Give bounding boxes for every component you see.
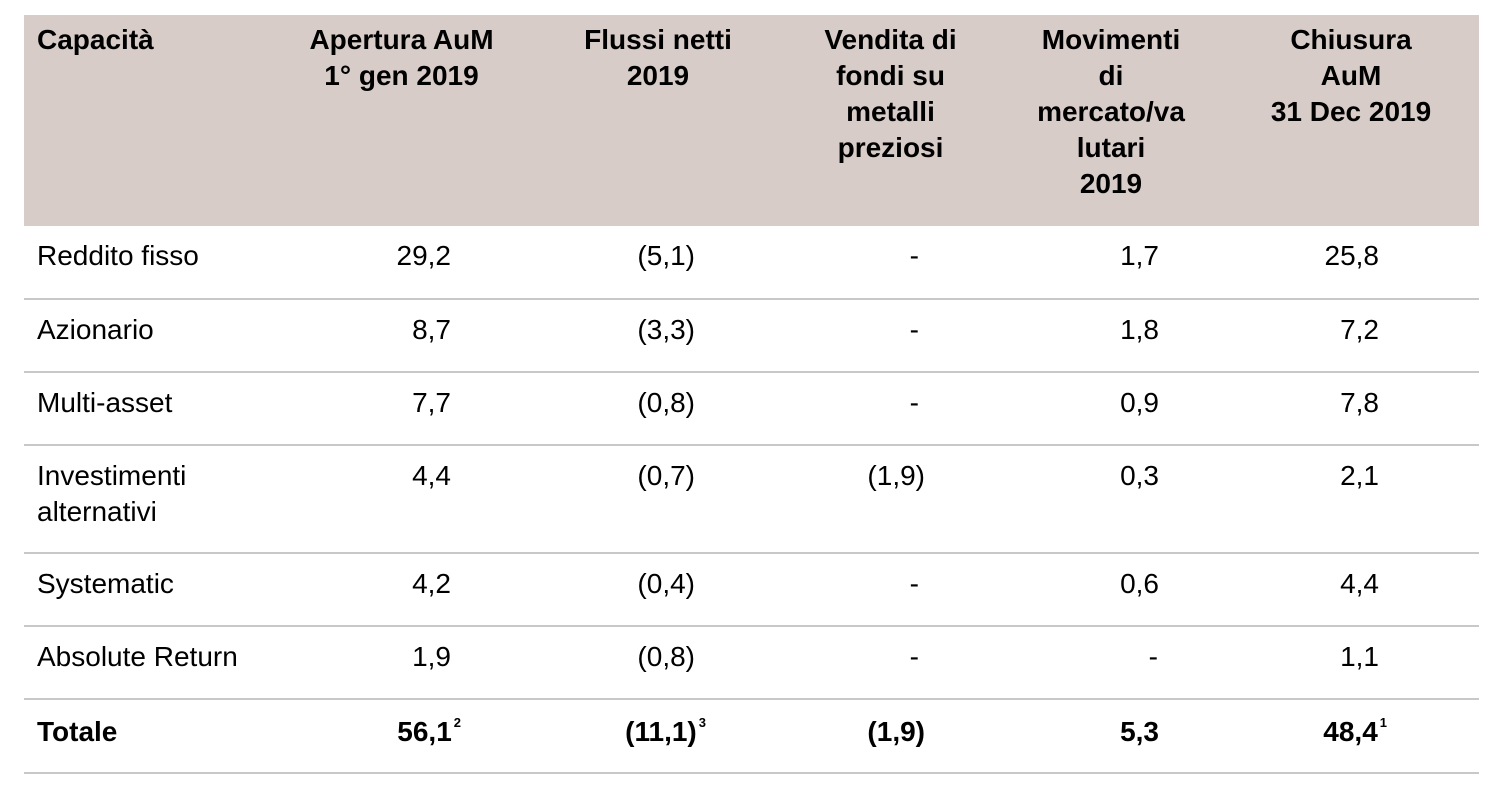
cell-movimenti: -: [999, 626, 1223, 700]
table-row: Absolute Return 1,9 (0,8) - - 1,1: [24, 626, 1479, 700]
cell-movimenti: 0,3: [999, 445, 1223, 554]
total-vendita: (1,9): [782, 699, 999, 774]
cell-vendita: -: [782, 372, 999, 446]
row-label-line-2: alternativi: [37, 496, 157, 527]
cell-movimenti: 0,6: [999, 553, 1223, 627]
header-chiusura-line-1: Chiusura: [1290, 24, 1412, 55]
cell-movimenti: 0,9: [999, 372, 1223, 446]
header-chiusura-line-3: 31 Dec 2019: [1270, 96, 1432, 127]
cell-vendita: -: [782, 226, 999, 300]
header-movimenti-line-1: Movimenti: [1041, 24, 1181, 55]
total-chiusura-value: 48,4: [1323, 716, 1378, 747]
header-flussi: Flussi netti 2019: [534, 15, 782, 226]
header-vendita: Vendita di fondi su metalli preziosi: [782, 15, 999, 226]
header-apertura-line-2: 1° gen 2019: [324, 60, 479, 91]
cell-movimenti: 1,8: [999, 299, 1223, 373]
header-movimenti: Movimenti di mercato/va lutari 2019: [999, 15, 1223, 226]
header-capacita: Capacità: [24, 15, 269, 226]
row-label: Azionario: [24, 299, 269, 373]
cell-apertura: 1,9: [269, 626, 534, 700]
row-label: Multi-asset: [24, 372, 269, 446]
total-chiusura: 48,4 1: [1223, 699, 1479, 774]
cell-apertura: 4,4: [269, 445, 534, 554]
cell-flussi: (0,8): [534, 626, 782, 700]
row-label: Investimenti alternativi: [24, 445, 269, 554]
row-label-line-1: Investimenti: [37, 460, 187, 491]
cell-flussi: (0,4): [534, 553, 782, 627]
cell-chiusura: 4,4: [1223, 553, 1479, 627]
row-label: Reddito fisso: [24, 226, 269, 300]
cell-flussi: (3,3): [534, 299, 782, 373]
cell-vendita: -: [782, 626, 999, 700]
row-label: Absolute Return: [24, 626, 269, 700]
total-flussi: (11,1) 3: [534, 699, 782, 774]
cell-chiusura: 7,8: [1223, 372, 1479, 446]
header-movimenti-line-5: 2019: [1079, 168, 1143, 199]
cell-apertura: 7,7: [269, 372, 534, 446]
header-vendita-line-2: fondi su: [836, 60, 945, 91]
total-chiusura-footnote: 1: [1379, 714, 1387, 730]
header-movimenti-line-4: lutari: [1076, 132, 1146, 163]
table-row: Azionario 8,7 (3,3) - 1,8 7,2: [24, 299, 1479, 373]
cell-chiusura: 7,2: [1223, 299, 1479, 373]
cell-chiusura: 25,8: [1223, 226, 1479, 300]
total-flussi-value: (11,1): [625, 716, 697, 747]
total-flussi-footnote: 3: [698, 714, 706, 730]
table-row: Investimenti alternativi 4,4 (0,7) (1,9)…: [24, 445, 1479, 554]
total-movimenti: 5,3: [999, 699, 1223, 774]
table-row: Systematic 4,2 (0,4) - 0,6 4,4: [24, 553, 1479, 627]
total-apertura-value: 56,1: [397, 716, 452, 747]
cell-apertura: 4,2: [269, 553, 534, 627]
header-vendita-line-3: metalli: [846, 96, 935, 127]
cell-vendita: (1,9): [782, 445, 999, 554]
header-vendita-line-4: preziosi: [837, 132, 944, 163]
header-chiusura: Chiusura AuM 31 Dec 2019: [1223, 15, 1479, 226]
row-label: Systematic: [24, 553, 269, 627]
header-flussi-line-2: 2019: [626, 60, 690, 91]
cell-apertura: 8,7: [269, 299, 534, 373]
cell-apertura: 29,2: [269, 226, 534, 300]
cell-vendita: -: [782, 299, 999, 373]
aum-table: Capacità Apertura AuM 1° gen 2019 Flussi…: [24, 15, 1479, 774]
table-row: Reddito fisso 29,2 (5,1) - 1,7 25,8: [24, 226, 1479, 300]
cell-chiusura: 1,1: [1223, 626, 1479, 700]
header-movimenti-line-2: di: [1098, 60, 1124, 91]
total-apertura: 56,1 2: [269, 699, 534, 774]
header-apertura: Apertura AuM 1° gen 2019: [269, 15, 534, 226]
cell-flussi: (5,1): [534, 226, 782, 300]
header-movimenti-line-3: mercato/va: [1037, 96, 1185, 127]
cell-vendita: -: [782, 553, 999, 627]
header-apertura-line-1: Apertura AuM: [309, 24, 494, 55]
aum-table-container: Capacità Apertura AuM 1° gen 2019 Flussi…: [24, 15, 1479, 774]
header-row: Capacità Apertura AuM 1° gen 2019 Flussi…: [24, 15, 1479, 226]
cell-movimenti: 1,7: [999, 226, 1223, 300]
header-vendita-line-1: Vendita di: [824, 24, 957, 55]
cell-chiusura: 2,1: [1223, 445, 1479, 554]
header-capacita-text: Capacità: [37, 24, 154, 55]
cell-flussi: (0,7): [534, 445, 782, 554]
total-label: Totale: [24, 699, 269, 774]
header-flussi-line-1: Flussi netti: [584, 24, 732, 55]
total-apertura-footnote: 2: [453, 714, 461, 730]
table-row: Multi-asset 7,7 (0,8) - 0,9 7,8: [24, 372, 1479, 446]
total-row: Totale 56,1 2 (11,1) 3 (1,9) 5,3 48,4 1: [24, 699, 1479, 774]
header-chiusura-line-2: AuM: [1320, 60, 1382, 91]
cell-flussi: (0,8): [534, 372, 782, 446]
